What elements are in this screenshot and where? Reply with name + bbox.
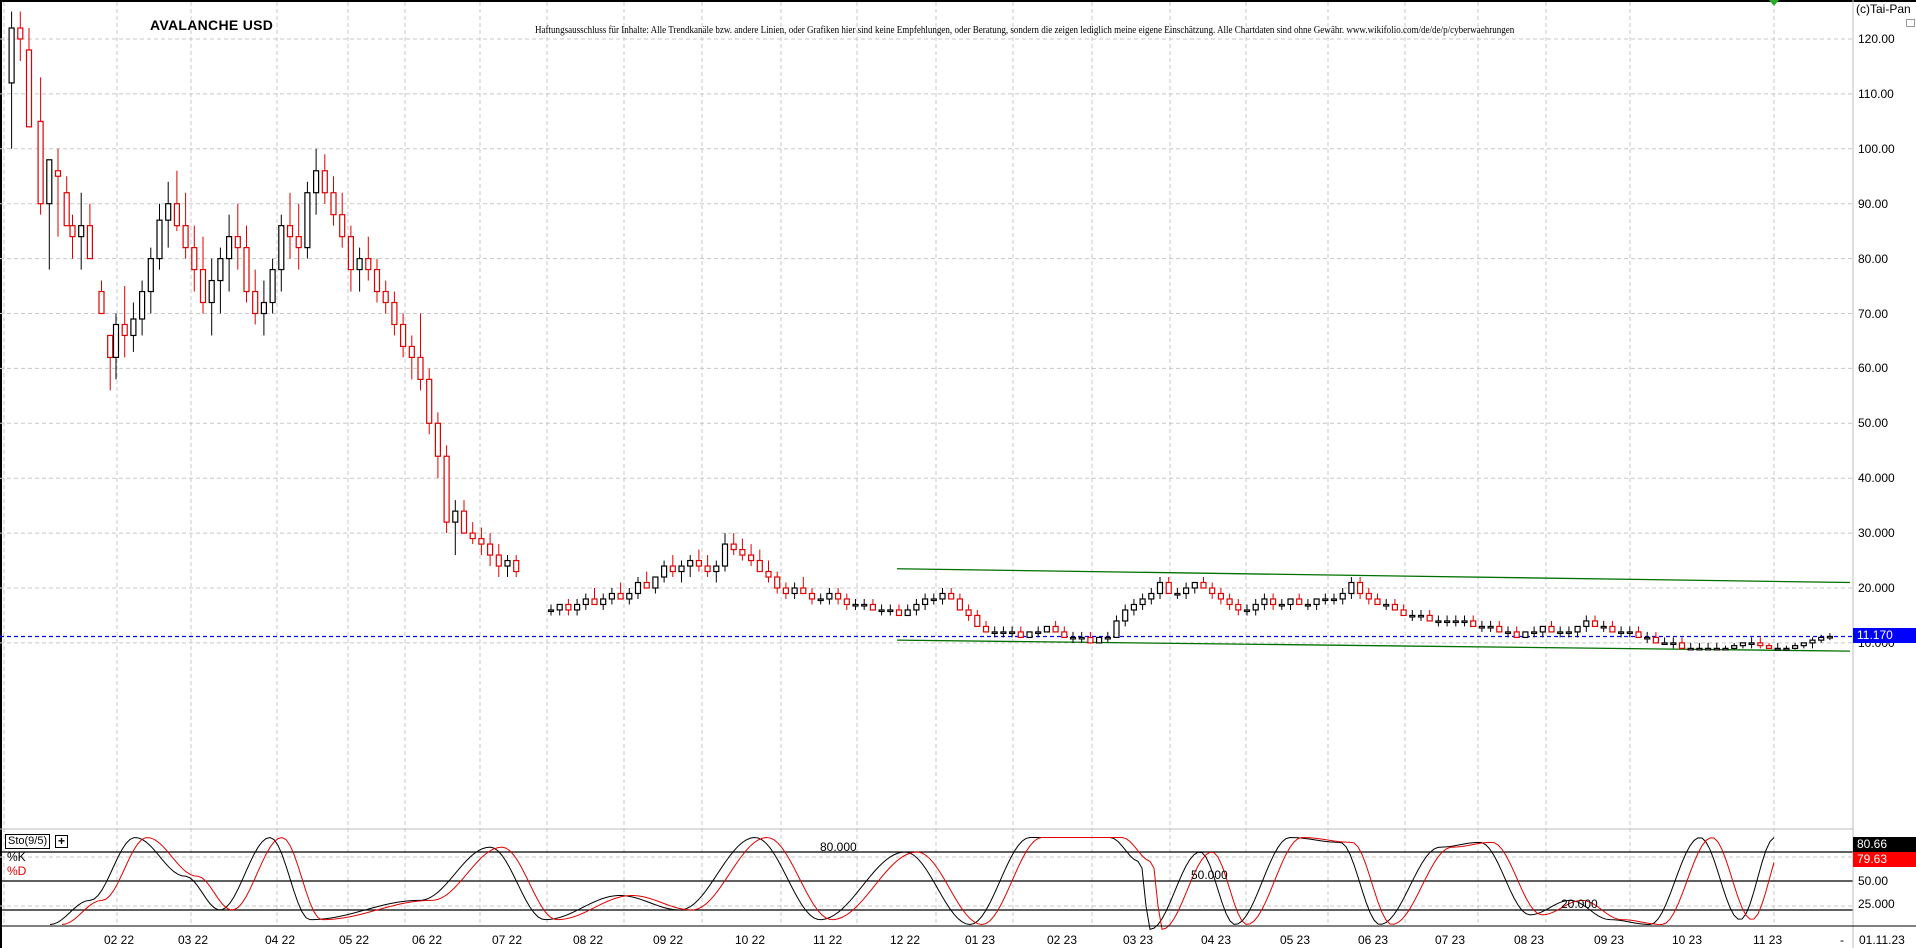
month-label: 10 23 bbox=[1672, 933, 1703, 947]
month-label: 12 22 bbox=[890, 933, 921, 947]
d-value-tag: 79.63 bbox=[1853, 852, 1916, 867]
copyright-label: (c)Tai-Pan bbox=[1856, 2, 1911, 16]
price-axis-label: 20.000 bbox=[1858, 581, 1895, 595]
month-label: 02 23 bbox=[1047, 933, 1078, 947]
month-label: 06 22 bbox=[412, 933, 443, 947]
stochastic-panel bbox=[0, 836, 1853, 930]
osc-axis-50: 50.00 bbox=[1858, 874, 1889, 888]
level-label-80: 80.000 bbox=[820, 840, 857, 854]
month-label: 08 22 bbox=[573, 933, 604, 947]
disclaimer-text: Haftungsausschluss für Inhalte: Alle Tre… bbox=[535, 25, 1515, 36]
month-label: 03 22 bbox=[178, 933, 209, 947]
month-label: 11 22 bbox=[813, 933, 843, 947]
price-axis-label: 120.00 bbox=[1858, 32, 1895, 46]
date-range-end: 01.11.23 bbox=[1859, 933, 1905, 947]
current-price-tag: 11.170 bbox=[1853, 628, 1916, 644]
month-label: 10 22 bbox=[735, 933, 766, 947]
price-axis-label: 110.00 bbox=[1858, 86, 1894, 101]
month-label: 09 22 bbox=[653, 933, 684, 947]
month-label: 05 23 bbox=[1280, 933, 1311, 947]
month-label: 08 23 bbox=[1514, 933, 1545, 947]
date-range-separator: - bbox=[1840, 933, 1844, 947]
price-axis-label: 50.00 bbox=[1858, 416, 1889, 431]
price-axis-label: 40.000 bbox=[1858, 471, 1895, 486]
signal-marker-icon bbox=[1769, 0, 1779, 6]
price-axis-label: 90.00 bbox=[1858, 196, 1889, 211]
price-axis-label: 30.000 bbox=[1858, 526, 1895, 541]
month-label: 06 23 bbox=[1358, 933, 1389, 947]
trend-channel bbox=[896, 568, 1851, 652]
month-label: 04 23 bbox=[1201, 933, 1232, 947]
gridlines bbox=[0, 2, 1853, 926]
price-axis-label: 80.00 bbox=[1858, 251, 1889, 266]
k-legend: %K bbox=[7, 850, 26, 864]
month-label: 01 23 bbox=[965, 933, 996, 947]
minimize-panel-button[interactable] bbox=[1906, 19, 1915, 27]
osc-axis-25: 25.000 bbox=[1858, 897, 1895, 911]
month-label: 07 22 bbox=[492, 933, 523, 947]
month-label: 04 22 bbox=[265, 933, 296, 947]
month-label: 09 23 bbox=[1594, 933, 1625, 947]
stochastic-indicator-label[interactable]: Sto(9/5) bbox=[5, 834, 51, 849]
month-label: 03 23 bbox=[1123, 933, 1154, 947]
d-legend: %D bbox=[7, 864, 27, 878]
price-axis-label: 70.00 bbox=[1858, 306, 1889, 321]
level-label-50: 50.000 bbox=[1191, 868, 1228, 882]
price-axis-label: 100.00 bbox=[1858, 141, 1895, 156]
month-label: 02 22 bbox=[104, 933, 135, 947]
level-label-20: 20.000 bbox=[1561, 897, 1598, 911]
month-label: 07 23 bbox=[1435, 933, 1466, 947]
k-value-tag: 80.66 bbox=[1853, 837, 1916, 852]
add-indicator-button[interactable]: + bbox=[55, 835, 68, 848]
month-label: 11 23 bbox=[1753, 933, 1783, 947]
month-label: 05 22 bbox=[339, 933, 370, 947]
chart-title: AVALANCHE USD bbox=[150, 17, 274, 33]
candlestick-series bbox=[8, 11, 1834, 651]
price-axis-label: 60.00 bbox=[1858, 361, 1889, 376]
